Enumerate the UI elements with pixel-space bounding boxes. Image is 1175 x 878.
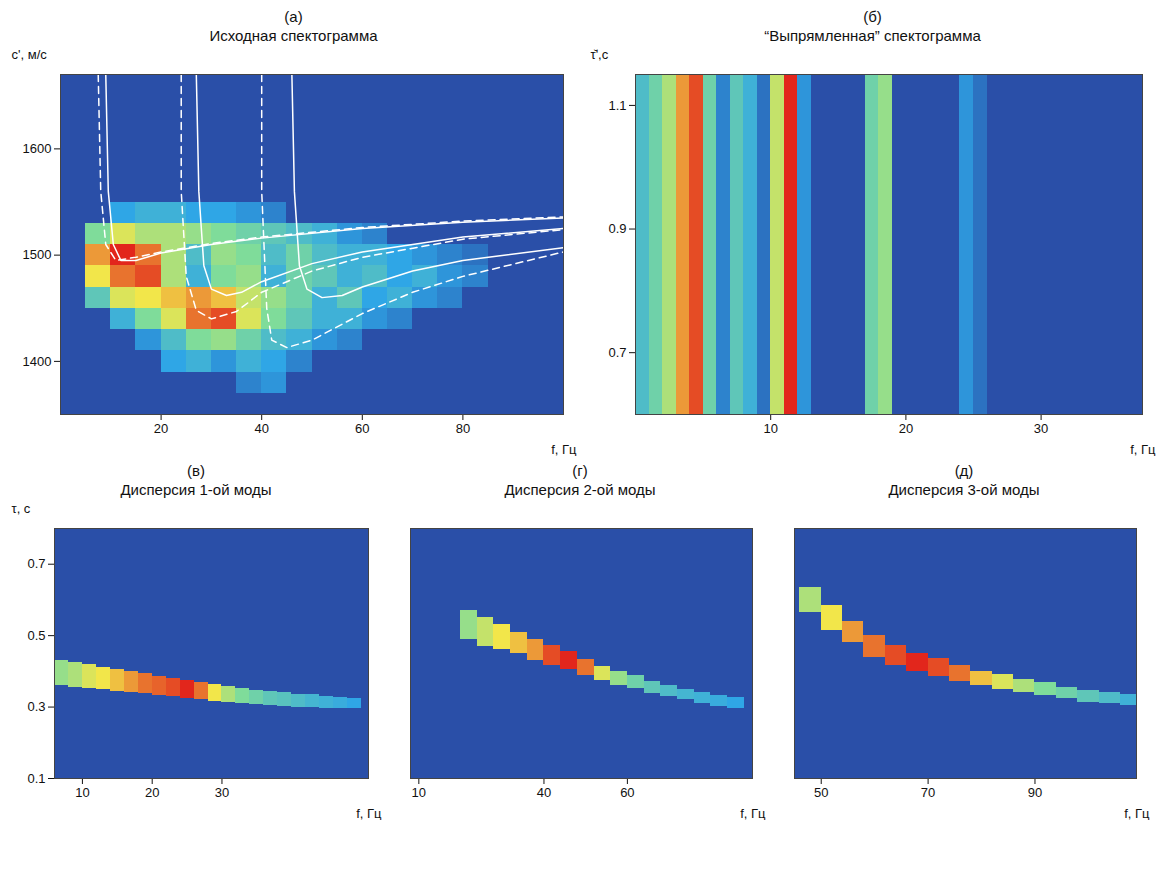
html-text:Дисперсия 2-ой моды: Дисперсия 2-ой моды [504,481,656,498]
svg-text:f, Гц: f, Гц [1130,442,1156,457]
svg-text:60: 60 [620,785,634,800]
svg-text:0.5: 0.5 [27,628,45,643]
svg-text:1500: 1500 [23,247,52,262]
svg-text:f, Гц: f, Гц [1124,806,1150,821]
svg-text:0.1: 0.1 [27,771,45,786]
svg-text:0.9: 0.9 [608,221,626,236]
svg-text:90: 90 [1028,785,1042,800]
svg-text:τ̆',с: τ̆',с [591,47,609,62]
svg-text:0.7: 0.7 [608,345,626,360]
html-text:(в): (в) [187,462,205,479]
svg-text:10: 10 [763,421,777,436]
svg-text:1400: 1400 [23,354,52,369]
svg-text:1.1: 1.1 [608,98,626,113]
html-text:(а): (а) [284,8,303,25]
svg-text:20: 20 [154,421,168,436]
svg-text:c', м/с: c', м/с [12,47,48,62]
svg-text:0.7: 0.7 [27,556,45,571]
html-text:(д): (д) [954,462,974,479]
html-text:“Выпрямленная” спектограмма: “Выпрямленная” спектограмма [764,27,981,44]
svg-text:10: 10 [412,785,426,800]
svg-text:20: 20 [145,785,159,800]
svg-text:60: 60 [355,421,369,436]
svg-text:f, Гц: f, Гц [356,806,382,821]
svg-text:30: 30 [1034,421,1048,436]
svg-text:f, Гц: f, Гц [740,806,766,821]
svg-text:80: 80 [456,421,470,436]
html-text:(б): (б) [863,8,882,25]
svg-text:70: 70 [921,785,935,800]
svg-text:50: 50 [814,785,828,800]
svg-text:10: 10 [75,785,89,800]
html-text:Дисперсия 3-ой моды: Дисперсия 3-ой моды [888,481,1040,498]
html-text:Дисперсия 1-ой моды: Дисперсия 1-ой моды [120,481,272,498]
svg-text:τ, с: τ, с [12,501,31,516]
svg-text:40: 40 [254,421,268,436]
svg-text:f, Гц: f, Гц [551,442,577,457]
svg-text:40: 40 [537,785,551,800]
html-text:(г): (г) [572,462,588,479]
svg-text:30: 30 [215,785,229,800]
html-text:Исходная спектограмма: Исходная спектограмма [209,27,378,44]
svg-text:1600: 1600 [23,141,52,156]
svg-text:0.3: 0.3 [27,699,45,714]
svg-text:20: 20 [899,421,913,436]
